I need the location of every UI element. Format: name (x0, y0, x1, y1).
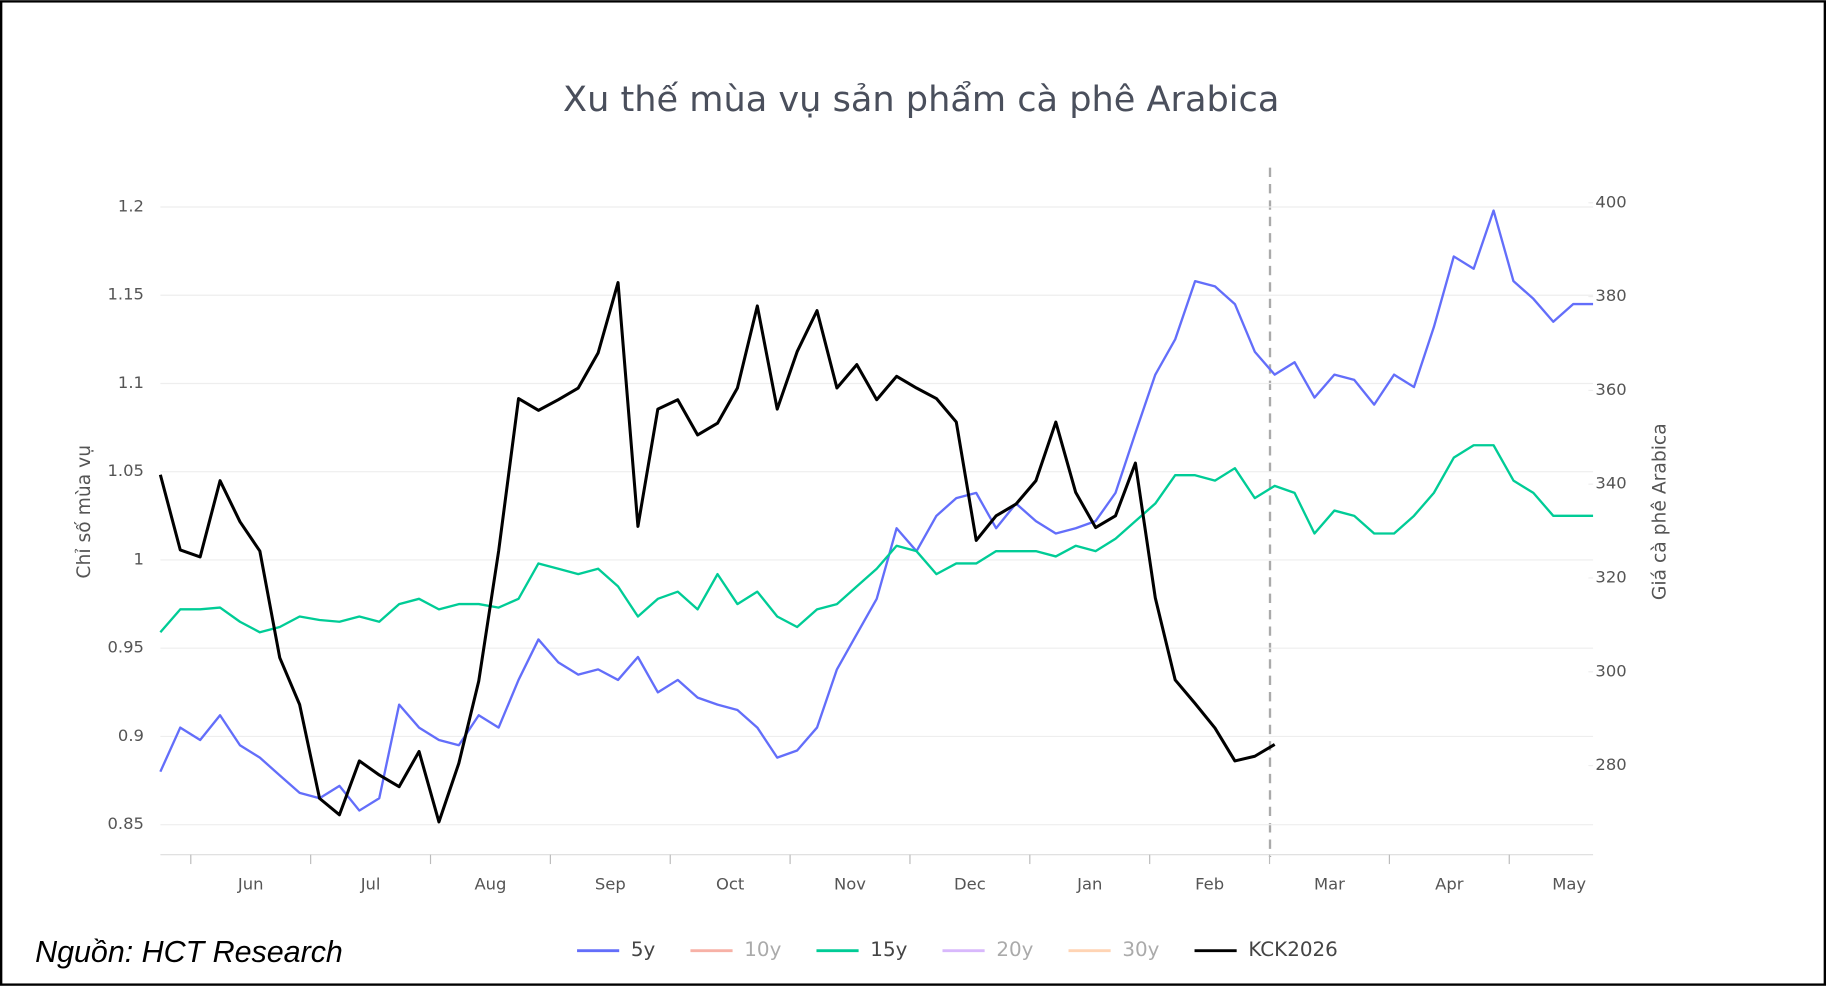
x-tick-label: Aug (474, 875, 506, 894)
y-tick-label: 0.9 (118, 726, 144, 745)
x-tick-label: Feb (1195, 875, 1224, 894)
x-tick-label: Jan (1076, 875, 1102, 894)
y-axis-label: Chỉ số mùa vụ (73, 445, 95, 579)
x-tick-label: Oct (716, 875, 745, 894)
y2-tick-label: 380 (1595, 286, 1626, 305)
y2-tick-label: 340 (1595, 474, 1626, 493)
x-tick-label: Jul (360, 875, 381, 894)
legend-label: 15y (870, 938, 907, 961)
y2-tick-label: 360 (1595, 380, 1626, 399)
series-line (158, 281, 1276, 824)
y-tick-label: 1 (134, 549, 144, 568)
source: Nguồn: HCT Research (35, 935, 343, 969)
y-tick-label: 1.15 (108, 285, 144, 304)
x-tick-label: Jun (237, 875, 264, 894)
y2-tick-label: 400 (1595, 192, 1626, 211)
y-tick-label: 1.1 (118, 373, 144, 392)
y-tick-label: 0.85 (108, 814, 144, 833)
legend-label: 30y (1122, 938, 1159, 961)
y-tick-label: 1.2 (118, 196, 144, 215)
y-tick-label: 0.95 (108, 638, 144, 657)
chart-title: Xu thế mùa vụ sản phẩm cà phê Arabica (563, 79, 1279, 120)
y-tick-label: 1.05 (108, 461, 144, 480)
series-line (159, 209, 1594, 812)
legend-label: 20y (996, 938, 1033, 961)
x-tick-label: Nov (834, 875, 866, 894)
x-tick-label: Sep (595, 875, 626, 894)
legend-label: 5y (631, 938, 656, 961)
series-line (159, 444, 1594, 634)
x-tick-label: Mar (1314, 875, 1345, 894)
y2-tick-label: 300 (1595, 661, 1626, 680)
y2-axis-label: Giá cà phê Arabica (1649, 423, 1670, 600)
y2-tick-label: 280 (1595, 755, 1626, 774)
legend-label: KCK2026 (1248, 938, 1337, 961)
y2-tick-label: 320 (1595, 567, 1626, 586)
x-tick-label: Apr (1435, 875, 1464, 894)
x-tick-label: Dec (954, 875, 986, 894)
legend-label: 10y (744, 938, 781, 961)
x-tick-label: May (1552, 875, 1586, 894)
